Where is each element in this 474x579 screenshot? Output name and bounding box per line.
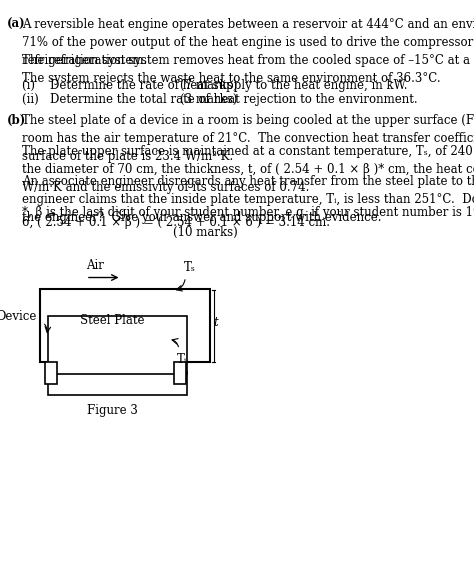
Bar (40, 289, 210, 362)
Text: Tₛ: Tₛ (184, 261, 196, 273)
Text: (ii)   Determine the total rate of heat rejection to the environment.: (ii) Determine the total rate of heat re… (22, 93, 418, 105)
Text: Steel Plate: Steel Plate (80, 314, 144, 327)
Text: (3 marks): (3 marks) (180, 93, 237, 105)
Bar (45, 362, 57, 384)
Text: The steel plate of a device in a room is being cooled at the upper surface (Figu: The steel plate of a device in a room is… (22, 113, 474, 163)
Text: (7 marks): (7 marks) (180, 79, 237, 92)
Text: The refrigeration system removes heat from the cooled space of –15°C at a rate o: The refrigeration system removes heat fr… (22, 54, 474, 85)
Text: (b): (b) (7, 113, 27, 127)
Text: Device: Device (0, 310, 37, 324)
Text: The plate upper surface is maintained at a constant temperature, Tₛ, of 240°C.  : The plate upper surface is maintained at… (22, 145, 474, 193)
Bar (47, 372, 187, 395)
Text: (a): (a) (7, 19, 26, 31)
Text: (i)    Determine the rate of heat supply to the heat engine, in kW.: (i) Determine the rate of heat supply to… (22, 79, 408, 92)
Bar (47, 316, 187, 374)
Text: A reversible heat engine operates between a reservoir at 444°C and an environmen: A reversible heat engine operates betwee… (22, 19, 474, 67)
Text: An associate engineer disregards any heat transfer from the steel plate to the d: An associate engineer disregards any hea… (22, 175, 474, 225)
Text: *, β is the last digit of your student number, e.g. if your student number is 19: *, β is the last digit of your student n… (22, 206, 474, 219)
Bar (174, 362, 186, 384)
Text: t: t (214, 316, 219, 328)
Text: (10 marks): (10 marks) (173, 226, 237, 239)
Text: Tᵢ: Tᵢ (177, 353, 187, 367)
Text: 6, ( 2.54 + 0.1 × β ) = ( 2.54 + 0.1 × 6 ) = 3.14 cm.: 6, ( 2.54 + 0.1 × β ) = ( 2.54 + 0.1 × 6… (22, 216, 330, 229)
Text: Air: Air (86, 259, 104, 272)
Text: Figure 3: Figure 3 (87, 404, 137, 417)
